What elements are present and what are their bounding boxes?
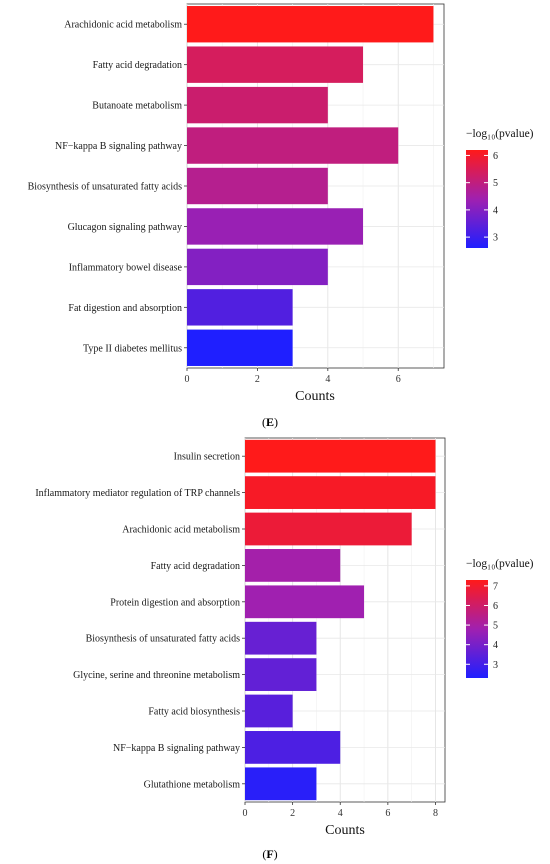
category-label: Glycine, serine and threonine metabolism [73,670,240,681]
x-tick-label: 2 [290,808,295,819]
bars-f [245,439,436,801]
x-tick-label: 8 [433,808,438,819]
legend-tick-label: 5 [493,178,498,189]
category-labels-e: Arachidonic acid metabolism Fatty acid de… [28,20,187,354]
bar [187,208,364,245]
category-label: Glutathione metabolism [144,779,241,790]
category-label: Fatty acid degradation [151,561,240,572]
x-ticks-e: 0 2 4 6 [185,368,401,385]
bar [245,767,317,801]
bar [245,694,293,728]
category-label: Protein digestion and absorption [110,597,240,608]
legend-tick-label: 3 [493,233,498,244]
category-label: Glucagon signaling pathway [68,222,182,233]
bar [245,621,317,655]
x-tick-label: 4 [338,808,343,819]
legend-e: −log₁₀(pvalue) 3 4 5 6 [466,128,534,248]
x-axis-label-e: Counts [295,389,335,404]
legend-title-e: −log₁₀(pvalue) [466,128,534,140]
legend-tick-label: 4 [493,205,498,216]
bar [245,439,436,473]
category-label: NF−kappa B signaling pathway [55,141,182,152]
category-label: NF−kappa B signaling pathway [113,743,240,754]
bar [187,6,434,43]
panel-label-e: (E) [262,415,278,429]
category-label: Fatty acid biosynthesis [148,707,240,718]
category-label: Fatty acid degradation [93,60,182,71]
legend-title-f: −log₁₀(pvalue) [466,558,534,570]
category-label: Inflammatory mediator regulation of TRP … [35,488,240,499]
x-tick-label: 0 [185,374,190,385]
category-label: Biosynthesis of unsaturated fatty acids [28,182,183,193]
bars-e [187,6,434,366]
panel-label-f: (F) [262,847,277,861]
bar [187,127,399,164]
bar [245,512,412,546]
category-label: Butanoate metabolism [92,101,182,112]
legend-ticks-f: 3 4 5 6 7 [466,581,498,671]
x-tick-label: 0 [243,808,248,819]
legend-colorbar-f [466,580,488,678]
bar [245,658,317,691]
legend-ticks-e: 3 4 5 6 [466,151,498,244]
x-tick-label: 6 [385,808,390,819]
x-axis-label-f: Counts [325,823,365,838]
x-tick-label: 2 [255,374,260,385]
legend-tick-label: 7 [493,581,498,592]
category-label: Fat digestion and absorption [68,303,182,314]
legend-tick-label: 4 [493,640,498,651]
bar [187,329,293,366]
panel-letter-e: E [266,415,274,429]
category-label: Insulin secretion [174,452,240,463]
bar [187,167,328,205]
bar [245,549,341,582]
legend-tick-label: 5 [493,621,498,632]
x-ticks-f: 0 2 4 6 8 [243,802,438,819]
legend-tick-label: 3 [493,660,498,671]
bar [245,585,365,619]
category-label: Arachidonic acid metabolism [64,20,182,31]
bar [187,86,328,124]
chart-panel-e: Arachidonic acid metabolism Fatty acid de… [28,3,534,429]
bar [245,731,341,764]
bar [187,248,328,286]
category-label: Biosynthesis of unsaturated fatty acids [86,634,241,645]
bar [187,289,293,326]
legend-tick-label: 6 [493,601,498,612]
legend-colorbar-e [466,150,488,248]
category-label: Arachidonic acid metabolism [122,525,240,536]
panel-letter-f: F [266,847,273,861]
bar [187,46,364,83]
x-tick-label: 4 [325,374,330,385]
legend-f: −log₁₀(pvalue) 3 4 5 6 7 [466,558,534,678]
legend-tick-label: 6 [493,151,498,162]
category-labels-f: Insulin secretion Inflammatory mediator r… [35,452,245,790]
chart-panel-f: Insulin secretion Inflammatory mediator r… [35,437,534,861]
category-label: Inflammatory bowel disease [69,262,183,273]
bar [245,476,436,509]
x-tick-label: 6 [396,374,401,385]
category-label: Type II diabetes mellitus [83,343,182,354]
